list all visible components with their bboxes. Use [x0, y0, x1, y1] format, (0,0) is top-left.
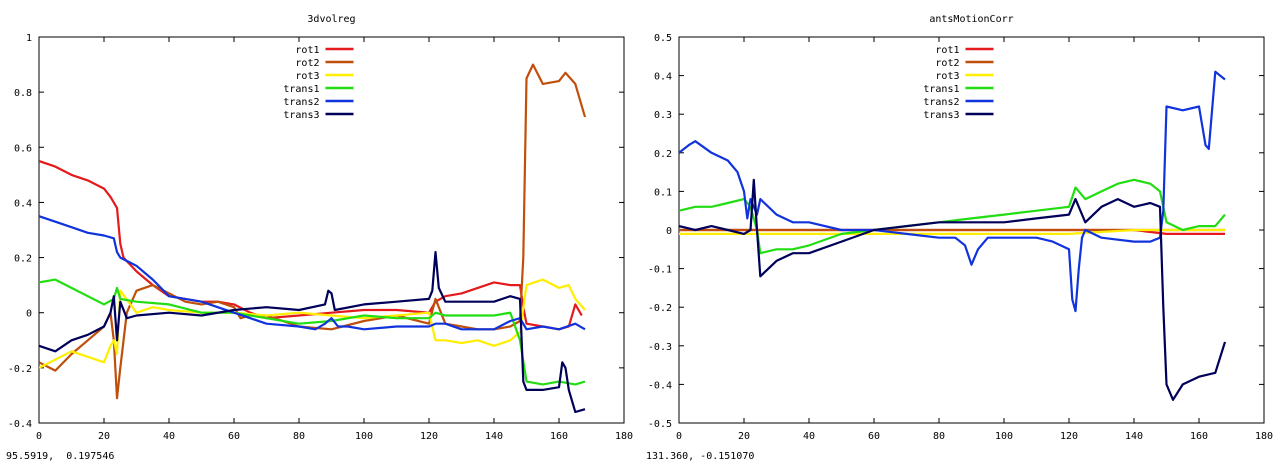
x-tick-label: 60: [868, 431, 880, 442]
legend-label-trans2: trans2: [283, 97, 319, 108]
chart-panel-3dvolreg: 3dvolreg 0 20 40 60 80 100 120 140 160 180 -0.4 -0.2…: [6, 14, 633, 462]
legend-label-rot2: rot2: [935, 58, 959, 69]
y-tick-label: 0.4: [14, 198, 32, 209]
legend-label-trans2: trans2: [923, 97, 959, 108]
series-line-trans2: [679, 70, 1226, 313]
series-line-rot3: [679, 228, 1225, 235]
x-tick-label: 120: [420, 431, 438, 442]
y-tick-label: -0.2: [8, 364, 32, 375]
x-tick-label: 0: [676, 431, 682, 442]
x-tick-label: 20: [738, 431, 750, 442]
y-tick-label: 0.5: [654, 33, 672, 44]
x-tick-label: 80: [293, 431, 305, 442]
series-line-trans3: [39, 251, 586, 414]
series-line-trans2: [39, 215, 586, 331]
legend-label-rot1: rot1: [295, 45, 319, 56]
y-tick-label: -0.3: [648, 342, 672, 353]
y-tick-label: 0.4: [654, 72, 672, 83]
y-tick-label: 0.3: [654, 110, 672, 121]
y-tick-label: -0.5: [648, 419, 672, 430]
x-tick-label: 40: [803, 431, 815, 442]
chart-3dvolreg: 3dvolreg 0 20 40 60 80 100 120 140 160 180 -0.4 -0.2…: [8, 14, 633, 442]
series-line-trans3: [679, 178, 1227, 401]
legend-label-trans1: trans1: [283, 84, 319, 95]
x-tick-label: 0: [36, 431, 42, 442]
series-line-trans1: [679, 178, 1226, 255]
legend-label-rot3: rot3: [935, 71, 959, 82]
legend-label-trans3: trans3: [923, 110, 959, 121]
x-tick-label: 100: [995, 431, 1013, 442]
legend-label-rot1: rot1: [935, 45, 959, 56]
legend-label-rot3: rot3: [295, 71, 319, 82]
chart-title: 3dvolreg: [307, 14, 355, 25]
coordinate-readout: 131.360, -0.151070: [646, 451, 755, 462]
plot-frame: [38, 36, 625, 424]
x-tick-label: 160: [550, 431, 568, 442]
x-tick-label: 80: [933, 431, 945, 442]
y-tick-label: 0.6: [14, 143, 32, 154]
chart-antsmotioncorr: antsMotionCorr 0 20 40 60 80 100 120 140 160 180 -0…: [648, 14, 1273, 442]
x-tick-label: 40: [163, 431, 175, 442]
y-tick-label: -0.4: [648, 380, 672, 391]
y-tick-label: 0: [666, 226, 672, 237]
y-tick-label: 0: [26, 309, 32, 320]
y-tick-label: 0.1: [654, 187, 672, 198]
x-tick-label: 180: [615, 431, 633, 442]
y-tick-label: 0.2: [654, 149, 672, 160]
x-tick-label: 140: [485, 431, 503, 442]
series-line-rot3: [39, 278, 586, 369]
legend-label-trans3: trans3: [283, 110, 319, 121]
chart-title: antsMotionCorr: [929, 14, 1013, 25]
y-tick-label: -0.2: [648, 303, 672, 314]
y-tick-label: 1: [26, 33, 32, 44]
y-tick-label: -0.1: [648, 265, 672, 276]
y-tick-label: 0.2: [14, 254, 32, 265]
legend-label-trans1: trans1: [923, 84, 959, 95]
x-tick-label: 20: [98, 431, 110, 442]
x-tick-label: 180: [1255, 431, 1273, 442]
coordinate-readout: 95.5919, 0.197546: [6, 451, 115, 462]
x-tick-label: 140: [1125, 431, 1143, 442]
x-tick-label: 160: [1190, 431, 1208, 442]
x-tick-label: 60: [228, 431, 240, 442]
y-tick-label: 0.8: [14, 88, 32, 99]
y-tick-label: -0.4: [8, 419, 32, 430]
x-tick-label: 120: [1060, 431, 1078, 442]
legend-label-rot2: rot2: [295, 58, 319, 69]
chart-panel-antsmotioncorr: antsMotionCorr 0 20 40 60 80 100 120 140 160 180 -0…: [640, 0, 1280, 463]
x-tick-label: 100: [355, 431, 373, 442]
